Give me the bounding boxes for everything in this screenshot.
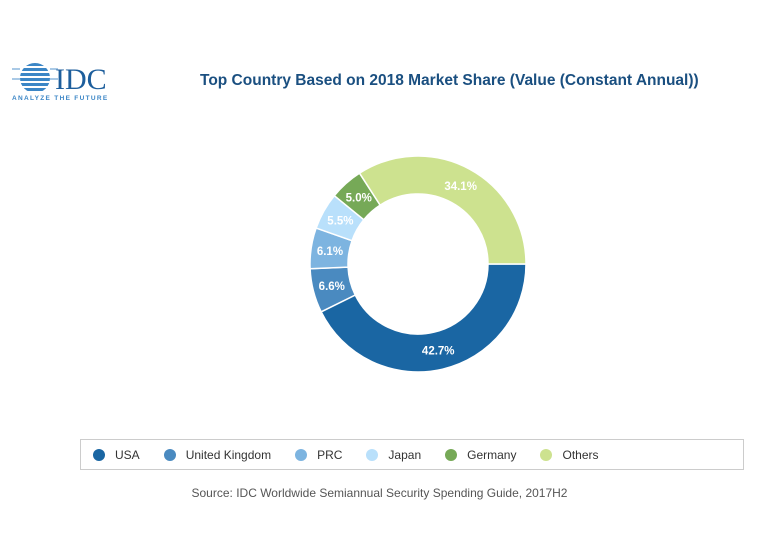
- legend-marker: [163, 448, 176, 461]
- legend-marker: [93, 448, 105, 461]
- legend-label: PRC: [317, 447, 343, 462]
- donut-chart: 42.7% 6.6% 6.1% 5.5% 5.0% 34.1%: [309, 155, 527, 373]
- legend-label: United Kingdom: [185, 447, 272, 462]
- logo-tagline: ANALYZE THE FUTURE: [12, 95, 108, 102]
- slice-others[interactable]: [358, 155, 527, 265]
- data-label: 5.5%: [327, 215, 353, 227]
- data-label: 34.1%: [444, 181, 477, 193]
- logo-text: IDC: [55, 63, 107, 96]
- legend-label: Japan: [388, 447, 422, 462]
- legend-marker: [366, 448, 379, 461]
- data-label: 6.6%: [319, 281, 345, 293]
- legend-marker: [445, 448, 458, 461]
- data-label: 42.7%: [422, 346, 455, 358]
- legend-item[interactable]: United Kingdom: [163, 447, 272, 462]
- data-label: 6.1%: [317, 246, 343, 258]
- legend: USA United Kingdom PRC Japan Germany Others: [80, 439, 744, 470]
- legend-label: Germany: [467, 447, 517, 462]
- legend-label: USA: [115, 447, 140, 462]
- idc-logo: IDC ANALYZE THE FUTURE: [12, 63, 108, 102]
- legend-item[interactable]: USA: [93, 448, 140, 462]
- legend-marker: [295, 448, 308, 461]
- legend-item[interactable]: Japan: [366, 448, 421, 462]
- legend-item[interactable]: Others: [540, 447, 599, 462]
- legend-item[interactable]: PRC: [295, 448, 342, 462]
- data-label: 5.0%: [346, 193, 372, 205]
- legend-marker: [540, 448, 553, 461]
- legend-label: Others: [562, 447, 599, 462]
- slice-usa[interactable]: [320, 263, 527, 373]
- source-note: Source: IDC Worldwide Semiannual Securit…: [191, 486, 568, 500]
- chart-title: Top Country Based on 2018 Market Share (…: [200, 72, 699, 89]
- legend-item[interactable]: Germany: [445, 448, 516, 462]
